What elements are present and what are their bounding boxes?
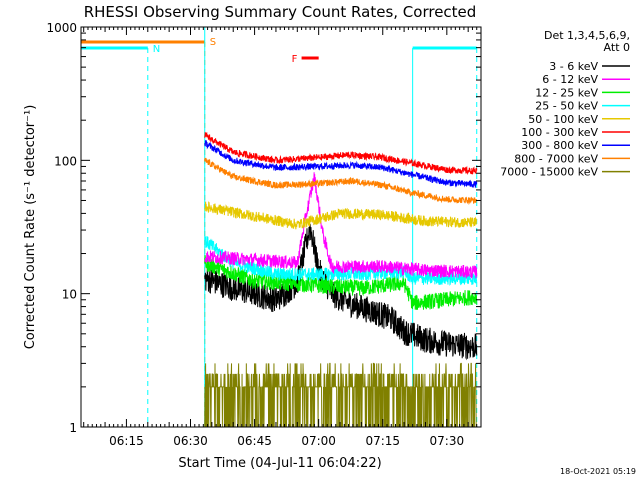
y-tick-label: 1000 [46, 21, 77, 35]
series-line-12-25-kev [204, 255, 478, 310]
legend-label: 25 - 50 keV [535, 100, 598, 113]
x-tick-label: 06:45 [237, 434, 272, 448]
x-tick-label: 07:30 [430, 434, 465, 448]
legend-header-line-1: Det 1,3,4,5,6,9, [544, 29, 630, 42]
legend-label: 50 - 100 keV [528, 113, 598, 126]
x-tick-label: 06:30 [173, 434, 208, 448]
y-tick-label: 1 [69, 421, 77, 435]
x-tick-label: 06:15 [109, 434, 144, 448]
y-axis-label: Corrected Count Rate (s⁻¹ detector⁻¹) [23, 105, 38, 350]
series-line-6-12-kev [204, 172, 478, 279]
series-line-25-50-kev [204, 236, 478, 286]
night-label: N [153, 44, 160, 55]
x-axis-label: Start Time (04-Jul-11 06:04:22) [178, 456, 381, 471]
plot-frame [80, 26, 482, 428]
legend-label: 800 - 7000 keV [514, 152, 598, 165]
saa-label: S [210, 37, 216, 48]
series-line-50-100-kev [204, 201, 478, 230]
legend-label: 100 - 300 keV [521, 126, 598, 139]
legend-label: 6 - 12 keV [542, 73, 598, 86]
legend-label: 7000 - 15000 keV [500, 166, 598, 179]
series-line-800-7000-kev [204, 157, 477, 206]
legend-label: 300 - 800 keV [521, 139, 598, 152]
series-line-300-800-kev [204, 140, 478, 188]
footer-timestamp: 18-Oct-2021 05:19 [560, 467, 636, 476]
series-line-7000-15000-kev [204, 362, 477, 428]
x-tick-label: 07:15 [365, 434, 400, 448]
flare-label: F [292, 54, 298, 65]
y-tick-label: 10 [62, 288, 77, 302]
legend-header-line-2: Att 0 [604, 41, 630, 54]
chart-title: RHESSI Observing Summary Count Rates, Co… [84, 3, 477, 21]
legend-label: 3 - 6 keV [549, 60, 598, 73]
series-line-100-300-kev [204, 131, 478, 176]
y-tick-label: 100 [54, 154, 77, 168]
legend-label: 12 - 25 keV [535, 86, 598, 99]
x-tick-label: 07:00 [301, 434, 336, 448]
annotation-flare: F [292, 54, 319, 65]
